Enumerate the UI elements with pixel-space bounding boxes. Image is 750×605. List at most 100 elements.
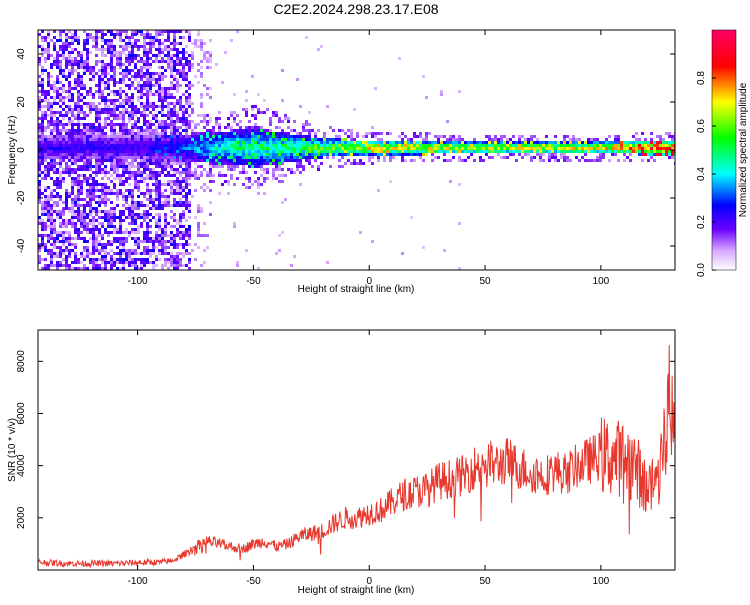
spectrogram-cell — [65, 198, 68, 201]
y-tick-label: 40 — [16, 48, 27, 60]
spectrogram-cell — [149, 198, 152, 201]
spectrogram-cell — [227, 144, 230, 147]
spectrogram-cell — [194, 162, 197, 165]
spectrogram-cell — [53, 60, 56, 63]
spectrogram-cell — [275, 135, 278, 138]
spectrogram-cell — [191, 42, 194, 45]
spectrogram-cell — [308, 159, 311, 162]
spectrogram-cell — [167, 144, 170, 147]
spectrogram-cell — [143, 213, 146, 216]
spectrogram-cell — [188, 159, 191, 162]
spectrogram-cell — [458, 138, 461, 141]
spectrogram-cell — [83, 63, 86, 66]
spectrogram-cell — [308, 129, 311, 132]
spectrogram-cell — [452, 135, 455, 138]
spectrogram-cell — [161, 144, 164, 147]
spectrogram-cell — [572, 150, 575, 153]
spectrogram-cell — [575, 144, 578, 147]
spectrogram-cell — [182, 123, 185, 126]
spectrogram-cell — [86, 126, 89, 129]
spectrogram-cell — [509, 147, 512, 150]
spectrogram-cell — [164, 240, 167, 243]
spectrogram-cell — [92, 156, 95, 159]
spectrogram-cell — [131, 42, 134, 45]
snr-plot-area — [38, 330, 675, 570]
spectrogram-cell — [77, 213, 80, 216]
spectrogram-cell — [137, 258, 140, 261]
spectrogram-cell — [275, 132, 278, 135]
spectrogram-cell — [557, 141, 560, 144]
spectrogram-cell — [644, 147, 647, 150]
spectrogram-cell — [125, 189, 128, 192]
spectrogram-cell — [665, 153, 668, 156]
spectrogram-cell — [248, 132, 251, 135]
spectrogram-cell — [74, 216, 77, 219]
spectrogram-cell — [59, 264, 62, 267]
spectrogram-cell — [101, 144, 104, 147]
spectrogram-cell — [152, 150, 155, 153]
spectrogram-cell — [146, 198, 149, 201]
spectrogram-cell — [350, 150, 353, 153]
spectrogram-cell — [101, 216, 104, 219]
spectrogram-cell — [176, 183, 179, 186]
spectrogram-cell — [668, 147, 671, 150]
spectrogram-cell — [101, 198, 104, 201]
spectrogram-cell — [128, 204, 131, 207]
spectrogram-cell — [80, 141, 83, 144]
spectrogram-cell — [173, 123, 176, 126]
spectrogram-cell — [170, 135, 173, 138]
spectrogram-cell — [44, 96, 47, 99]
spectrogram-cell — [251, 183, 254, 186]
spectrogram-cell — [80, 267, 83, 270]
spectrogram-cell — [281, 129, 284, 132]
spectrogram-cell — [95, 90, 98, 93]
spectrogram-cell — [647, 144, 650, 147]
spectrogram-cell — [203, 261, 206, 264]
spectrogram-cell — [104, 153, 107, 156]
spectrogram-cell — [476, 147, 479, 150]
spectrogram-cell — [209, 156, 212, 159]
spectrogram-cell — [164, 246, 167, 249]
spectrogram-cell — [83, 45, 86, 48]
spectrogram-cell — [563, 159, 566, 162]
spectrogram-cell — [671, 147, 674, 150]
spectrogram-cell — [464, 159, 467, 162]
spectrogram-cell — [149, 72, 152, 75]
spectrogram-cell — [185, 165, 188, 168]
spectrogram-cell — [194, 177, 197, 180]
spectrogram-cell — [38, 183, 41, 186]
spectrogram-cell — [389, 156, 392, 159]
spectrogram-cell — [65, 156, 68, 159]
spectrogram-cell — [95, 42, 98, 45]
spectrogram-cell — [68, 165, 71, 168]
spectrogram-cell — [113, 105, 116, 108]
spectrogram-cell — [86, 93, 89, 96]
spectrogram-cell — [101, 246, 104, 249]
spectrogram-cell — [443, 144, 446, 147]
spectrogram-cell — [59, 69, 62, 72]
spectrogram-cell — [401, 147, 404, 150]
spectrogram-cell — [149, 168, 152, 171]
spectrogram-cell — [527, 150, 530, 153]
spectrogram-cell — [284, 135, 287, 138]
spectrogram-cell — [137, 48, 140, 51]
spectrogram-cell — [149, 123, 152, 126]
spectrogram-cell — [215, 162, 218, 165]
spectrogram-cell — [137, 240, 140, 243]
spectrogram-cell — [308, 144, 311, 147]
spectrogram-cell — [53, 84, 56, 87]
spectrogram-cell — [251, 126, 254, 129]
spectrogram-cell — [524, 141, 527, 144]
spectrogram-cell — [53, 255, 56, 258]
spectrogram-cell — [461, 141, 464, 144]
spectrogram-cell — [608, 141, 611, 144]
spectrogram-cell — [143, 162, 146, 165]
spectrogram-cell — [578, 141, 581, 144]
spectrogram-cell — [341, 150, 344, 153]
spectrogram-cell — [44, 51, 47, 54]
spectrogram-cell — [569, 150, 572, 153]
spectrogram-cell — [146, 81, 149, 84]
spectrogram-cell — [176, 180, 179, 183]
spectrogram-cell — [158, 81, 161, 84]
spectrogram-cell — [50, 198, 53, 201]
